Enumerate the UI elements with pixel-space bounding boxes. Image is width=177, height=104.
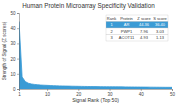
tick-mark: [141, 89, 142, 91]
tick-mark: [17, 28, 19, 29]
axis-line: [20, 90, 173, 92]
table-cell: 1: [110, 22, 113, 27]
tick: 40: [10, 26, 19, 31]
chart-root: Human Protein Microarray Specificity Val…: [0, 0, 177, 104]
tick-mark: [17, 89, 19, 90]
tick-mark: [17, 13, 19, 14]
tick: 30: [108, 89, 114, 97]
tick-label: 40: [139, 92, 145, 97]
axis-line: [17, 14, 20, 90]
table-header: S score: [153, 16, 167, 21]
table-header-bg: [106, 15, 168, 22]
table-header: Protein: [120, 16, 133, 21]
tick-label: 20: [10, 57, 16, 62]
table-row-bg: [106, 28, 168, 35]
tick-label: 0: [13, 87, 16, 92]
title: Human Protein Microarray Specificity Val…: [22, 2, 155, 10]
plot-area: [19, 22, 172, 89]
tick-label: 30: [10, 41, 16, 46]
table-cell: 4.93: [140, 35, 149, 40]
tick-mark: [172, 89, 173, 91]
tick-label: 40: [10, 26, 16, 31]
tick-label: 20: [76, 92, 82, 97]
table-cell: 3: [110, 35, 113, 40]
table-row-bg: [106, 22, 168, 29]
tick-label: 1: [18, 92, 21, 97]
table-cell: 3.03: [156, 29, 165, 34]
tick-label: 50: [10, 11, 16, 16]
tick-label: 10: [10, 72, 16, 77]
tick-mark: [78, 89, 79, 91]
tick-mark: [17, 59, 19, 60]
score-table: Rank Protein Z scoreS score 1 AR 44.36 36.40 2 P…: [106, 15, 168, 41]
tick: 30: [10, 41, 19, 46]
y-axis: 0 10 20 30 40 50: [10, 11, 19, 92]
table-cell: AR: [124, 22, 130, 27]
x-axis: 1 10 20 30 40 50: [18, 89, 175, 97]
tick: 10: [10, 72, 19, 77]
signal-area: [19, 22, 172, 89]
table-row-bg: [106, 35, 168, 42]
tick: 20: [76, 89, 82, 97]
tick: 0: [13, 87, 19, 92]
tick: 40: [139, 89, 145, 97]
table-header: Rank: [107, 16, 116, 21]
tick-label: 10: [45, 92, 51, 97]
table-cell: 1.13: [156, 35, 165, 40]
table-cell: 44.36: [139, 22, 150, 27]
tick: 50: [170, 89, 176, 97]
tick: 10: [45, 89, 51, 97]
table-cell: 7.96: [140, 29, 149, 34]
table-cell: ACOT11: [119, 35, 135, 40]
table-cell: PWP1: [121, 29, 133, 34]
tick-mark: [110, 89, 111, 91]
tick-mark: [17, 43, 19, 44]
tick: 20: [10, 57, 19, 62]
tick-label: 30: [108, 92, 114, 97]
tick: 50: [10, 11, 19, 16]
tick-mark: [47, 89, 48, 91]
table-cell: 36.40: [155, 22, 166, 27]
tick-label: 50: [170, 92, 176, 97]
table-cell: 2: [110, 29, 113, 34]
tick: 1: [18, 89, 21, 97]
tick-mark: [17, 74, 19, 75]
table-header: Z score: [137, 16, 151, 21]
x-axis-title: Signal Rank (Top 50): [72, 97, 119, 103]
y-axis-title: Strength of Signal (Z scores): [2, 21, 7, 80]
